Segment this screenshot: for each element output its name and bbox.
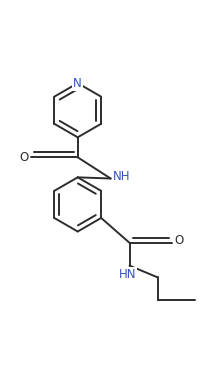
Text: O: O — [19, 151, 28, 164]
Text: N: N — [73, 77, 82, 90]
Text: HN: HN — [118, 268, 136, 281]
Text: NH: NH — [113, 170, 131, 183]
Text: O: O — [174, 234, 184, 247]
